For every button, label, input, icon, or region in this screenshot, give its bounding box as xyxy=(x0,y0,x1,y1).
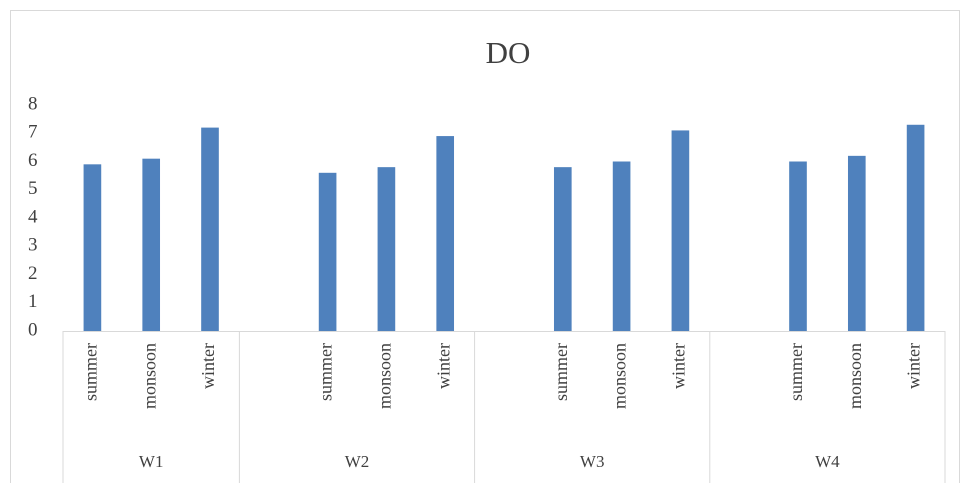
x-tick-label: winter xyxy=(669,343,689,389)
x-tick-label: summer xyxy=(551,343,571,401)
x-tick-label: winter xyxy=(433,343,453,389)
y-tick-label: 3 xyxy=(28,235,38,256)
group-label: W1 xyxy=(139,452,164,471)
y-tick-label: 2 xyxy=(28,263,38,284)
bar xyxy=(142,158,161,331)
bar xyxy=(83,164,102,331)
x-tick-label: monsoon xyxy=(610,343,630,409)
y-tick-label: 5 xyxy=(28,178,38,199)
bar xyxy=(612,161,631,331)
group-label: W3 xyxy=(580,452,605,471)
x-tick-label: summer xyxy=(316,343,336,401)
chart-title: DO xyxy=(486,35,531,70)
y-tick-label: 6 xyxy=(28,150,38,171)
bar xyxy=(436,136,455,331)
x-tick-label: summer xyxy=(81,343,101,401)
bar xyxy=(906,124,925,332)
bar xyxy=(847,155,866,331)
bar xyxy=(789,161,807,331)
y-tick-label: 7 xyxy=(28,122,38,143)
bar xyxy=(201,127,219,331)
bar xyxy=(377,167,396,331)
bar xyxy=(553,167,572,331)
y-tick-label: 4 xyxy=(28,206,38,227)
x-tick-label: monsoon xyxy=(375,343,395,409)
x-tick-label: winter xyxy=(904,343,924,389)
x-tick-label: winter xyxy=(198,343,218,389)
y-tick-label: 1 xyxy=(28,291,38,312)
bar xyxy=(671,130,690,331)
x-tick-label: monsoon xyxy=(845,343,865,409)
bar xyxy=(318,172,337,331)
x-tick-label: monsoon xyxy=(139,343,159,409)
y-tick-label: 8 xyxy=(28,93,38,114)
x-tick-label: summer xyxy=(786,343,806,401)
group-label: W2 xyxy=(345,452,370,471)
y-tick-label: 0 xyxy=(28,319,38,340)
group-label: W4 xyxy=(815,452,840,471)
